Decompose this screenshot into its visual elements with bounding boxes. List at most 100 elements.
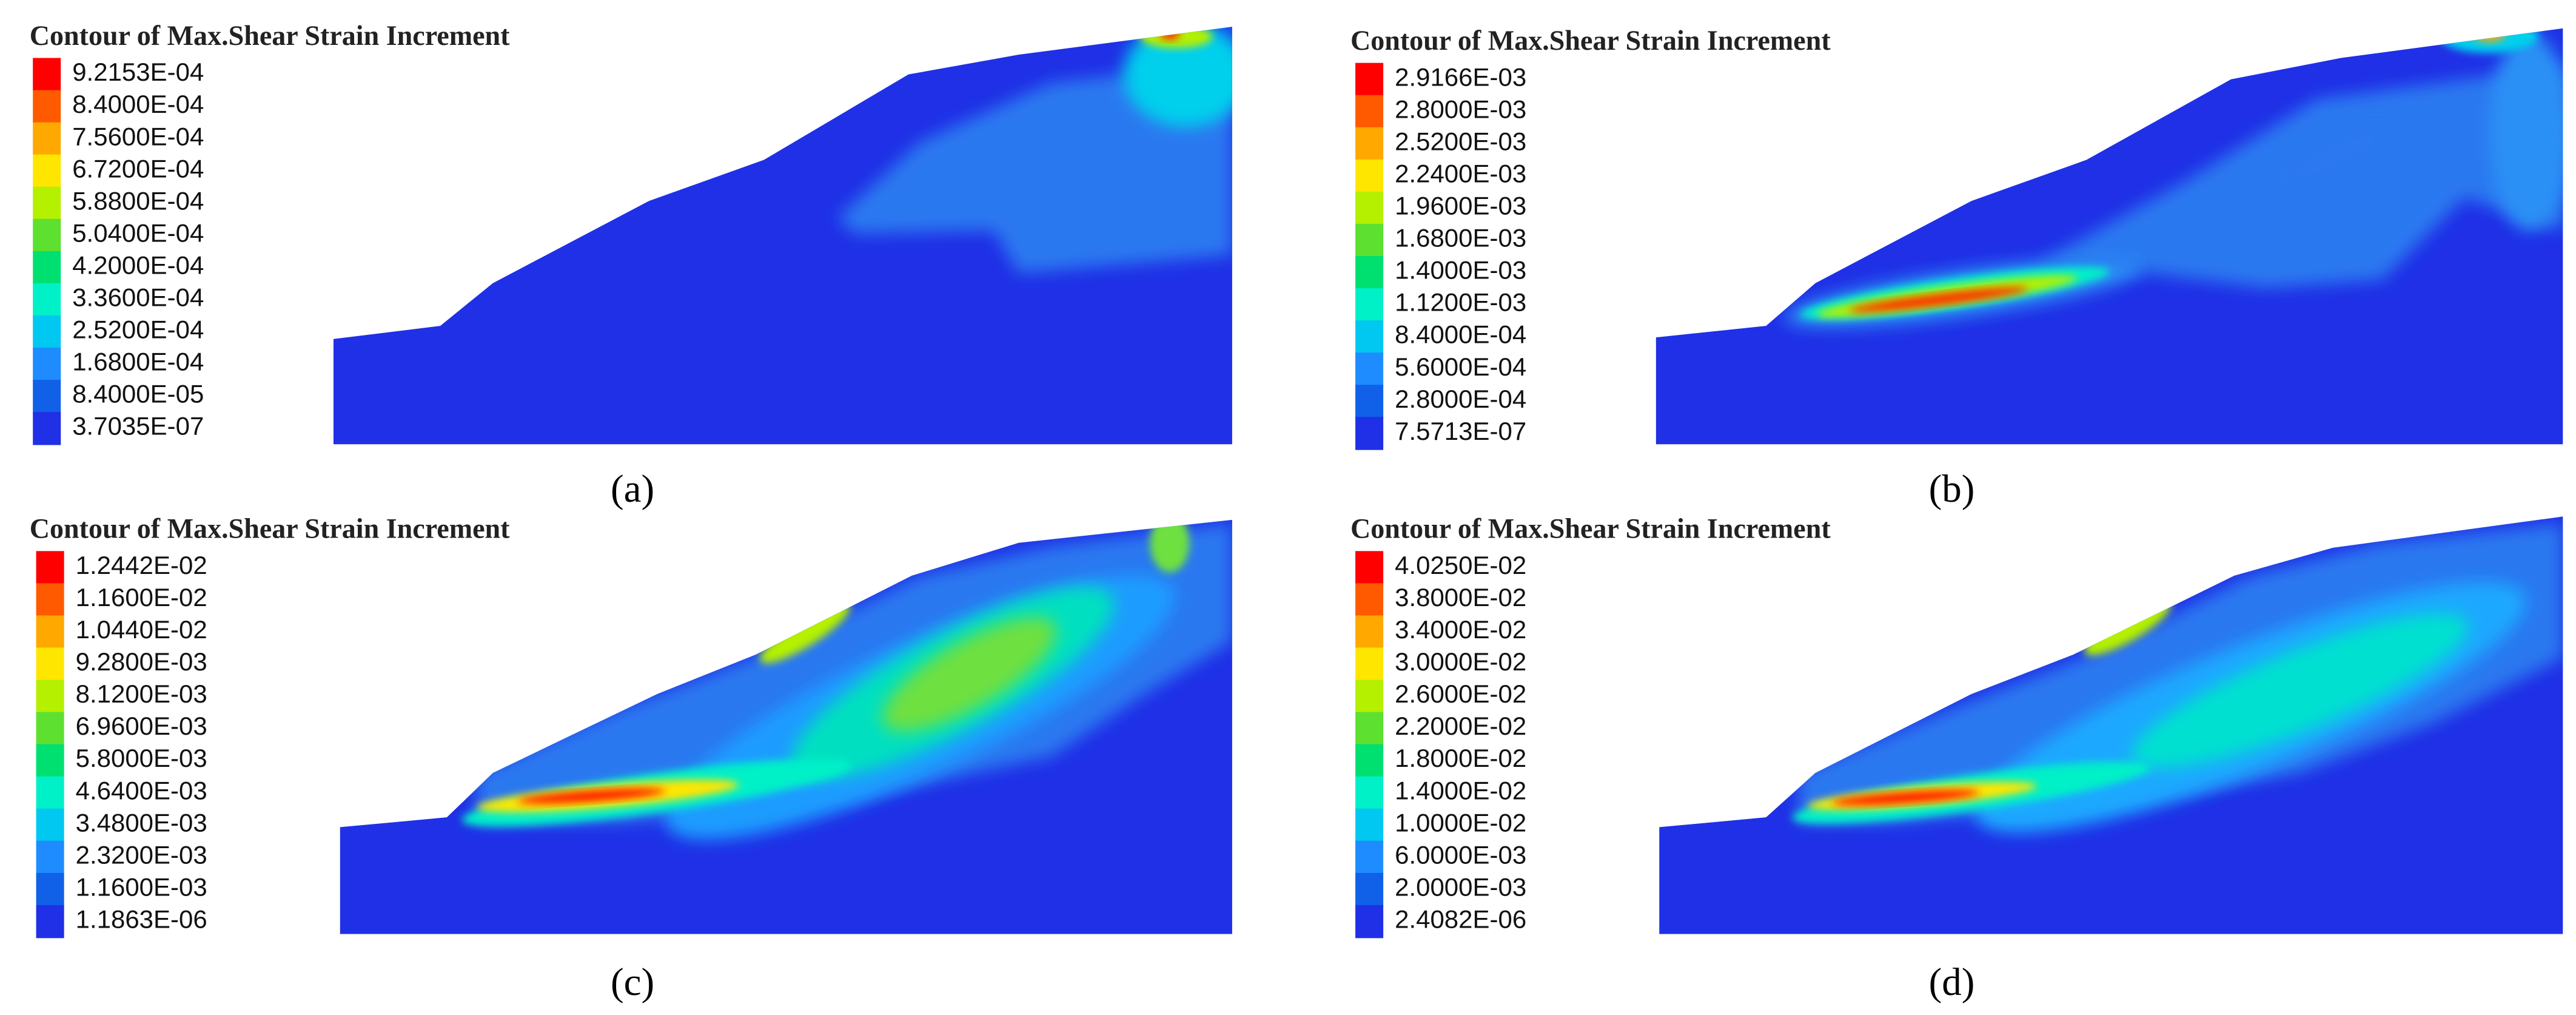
- legend-label: 5.8000E-03: [76, 744, 207, 772]
- legend-label: 3.0000E-02: [1395, 647, 1526, 676]
- panel: Contour of Max.Shear Strain Increment 9.2…: [30, 20, 1232, 511]
- legend-label: 1.6800E-03: [1395, 224, 1526, 252]
- legend-label: 2.2400E-03: [1395, 159, 1526, 187]
- legend-swatch: [1355, 647, 1384, 681]
- legend-swatch: [1355, 159, 1384, 193]
- contour-region: [2272, 123, 2393, 190]
- legend-swatch: [1355, 191, 1384, 225]
- contour-field: [1792, 523, 2563, 832]
- legend-swatch: [36, 744, 64, 778]
- contour-region: [2132, 613, 2469, 768]
- legend-label: 5.6000E-04: [1395, 352, 1526, 381]
- legend-label: 1.1863E-06: [76, 905, 207, 934]
- legend-label: 5.0400E-04: [72, 218, 204, 247]
- contour-field: [461, 519, 1232, 840]
- legend-swatch: [33, 154, 61, 188]
- legend-label: 3.4000E-02: [1395, 615, 1526, 644]
- legend-swatch: [36, 551, 64, 584]
- panel-title: Contour of Max.Shear Strain Increment: [30, 20, 510, 51]
- legend-swatch: [36, 583, 64, 616]
- contour-field: [1784, 28, 2563, 327]
- legend-swatch: [1355, 744, 1384, 778]
- legend-swatch: [33, 90, 61, 124]
- panel-title: Contour of Max.Shear Strain Increment: [1350, 513, 1831, 544]
- legend-swatch: [1355, 255, 1384, 289]
- legend-label: 4.0250E-02: [1395, 551, 1526, 579]
- legend-label: 8.4000E-04: [72, 90, 204, 118]
- legend-label: 1.4000E-03: [1395, 256, 1526, 285]
- legend-label: 2.3200E-03: [76, 840, 207, 869]
- legend-swatch: [1355, 385, 1384, 418]
- legend-label: 6.7200E-04: [72, 154, 204, 183]
- legend-label: 8.1200E-03: [76, 679, 207, 708]
- legend-label: 4.6400E-03: [76, 776, 207, 804]
- legend-label: 3.3600E-04: [72, 283, 204, 312]
- legend-swatch: [36, 872, 64, 906]
- legend-swatch: [33, 348, 61, 381]
- legend-label: 1.8000E-02: [1395, 744, 1526, 772]
- legend-swatch: [1355, 776, 1384, 810]
- legend-label: 2.5200E-04: [72, 315, 204, 344]
- legend-swatch: [1355, 62, 1384, 96]
- legend-swatch: [33, 283, 61, 317]
- legend-label: 7.5713E-07: [1395, 417, 1526, 445]
- legend-swatch: [1355, 872, 1384, 906]
- panel: Contour of Max.Shear Strain Increment 2.9…: [1350, 25, 2563, 511]
- panel: Contour of Max.Shear Strain Increment 4.0…: [1350, 513, 2563, 1004]
- legend-swatch: [33, 122, 61, 156]
- legend-label: 1.1600E-03: [76, 872, 207, 901]
- legend-label: 7.5600E-04: [72, 122, 204, 150]
- legend-swatch: [1355, 808, 1384, 842]
- legend-label: 3.7035E-07: [72, 412, 204, 440]
- legend-swatch: [33, 380, 61, 413]
- legend-swatch: [1355, 551, 1384, 584]
- legend-label: 3.4800E-03: [76, 808, 207, 837]
- legend-swatch: [1355, 352, 1384, 386]
- legend-swatch: [33, 58, 61, 91]
- legend-swatch: [1355, 679, 1384, 713]
- panel-caption: (b): [1929, 467, 1975, 511]
- legend-label: 2.4082E-06: [1395, 905, 1526, 934]
- contour-region: [1150, 519, 1190, 573]
- legend-label: 6.0000E-03: [1395, 840, 1526, 869]
- legend-label: 2.9166E-03: [1395, 62, 1526, 91]
- legend-label: 2.0000E-03: [1395, 872, 1526, 901]
- legend-swatch: [33, 412, 61, 445]
- legend-label: 1.0440E-02: [76, 615, 207, 644]
- contour-region: [837, 62, 1232, 274]
- legend-swatch: [1355, 223, 1384, 257]
- legend-label: 9.2153E-04: [72, 58, 204, 86]
- contour-region: [882, 617, 1056, 732]
- legend-swatch: [1355, 583, 1384, 616]
- legend-label: 8.4000E-05: [72, 380, 204, 408]
- panel: Contour of Max.Shear Strain Increment 1.2…: [30, 513, 1232, 1004]
- legend-label: 3.8000E-02: [1395, 583, 1526, 612]
- legend-label: 9.2800E-03: [76, 647, 207, 676]
- contour-region: [2489, 33, 2563, 231]
- panel-title: Contour of Max.Shear Strain Increment: [1350, 25, 1831, 56]
- contour-region: [2440, 28, 2538, 53]
- legend-swatch: [33, 186, 61, 220]
- legend-swatch: [1355, 712, 1384, 745]
- legend-swatch: [1355, 127, 1384, 161]
- legend-label: 5.8800E-04: [72, 186, 204, 215]
- legend-swatch: [36, 808, 64, 842]
- legend-label: 2.8000E-04: [1395, 385, 1526, 413]
- legend-label: 1.1600E-02: [76, 583, 207, 612]
- contour-region: [2472, 28, 2506, 42]
- legend-swatch: [36, 840, 64, 874]
- panel-caption: (c): [611, 960, 654, 1004]
- legend-label: 1.6800E-04: [72, 348, 204, 376]
- legend-swatch: [1355, 95, 1384, 129]
- legend-label: 2.8000E-03: [1395, 95, 1526, 123]
- legend-swatch: [33, 218, 61, 252]
- contour-region: [1159, 27, 1180, 40]
- legend-swatch: [33, 315, 61, 349]
- legend-label: 2.5200E-03: [1395, 127, 1526, 155]
- legend-label: 8.4000E-04: [1395, 320, 1526, 349]
- legend-label: 2.6000E-02: [1395, 679, 1526, 708]
- legend-swatch: [1355, 417, 1384, 450]
- legend-label: 1.4000E-02: [1395, 776, 1526, 804]
- legend-label: 1.1200E-03: [1395, 288, 1526, 317]
